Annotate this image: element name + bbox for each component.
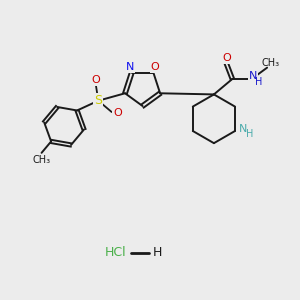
- Text: O: O: [222, 53, 231, 63]
- Text: H: H: [153, 246, 162, 259]
- Text: CH₃: CH₃: [261, 58, 279, 68]
- Text: CH₃: CH₃: [32, 155, 51, 165]
- Text: N: N: [249, 71, 257, 81]
- Text: O: O: [151, 62, 159, 72]
- Text: O: O: [92, 75, 100, 85]
- Text: N: N: [239, 124, 248, 134]
- Text: HCl: HCl: [105, 246, 127, 259]
- Text: N: N: [126, 62, 134, 72]
- Text: O: O: [113, 109, 122, 118]
- Text: H: H: [255, 77, 262, 87]
- Text: S: S: [94, 94, 102, 107]
- Text: H: H: [246, 129, 254, 139]
